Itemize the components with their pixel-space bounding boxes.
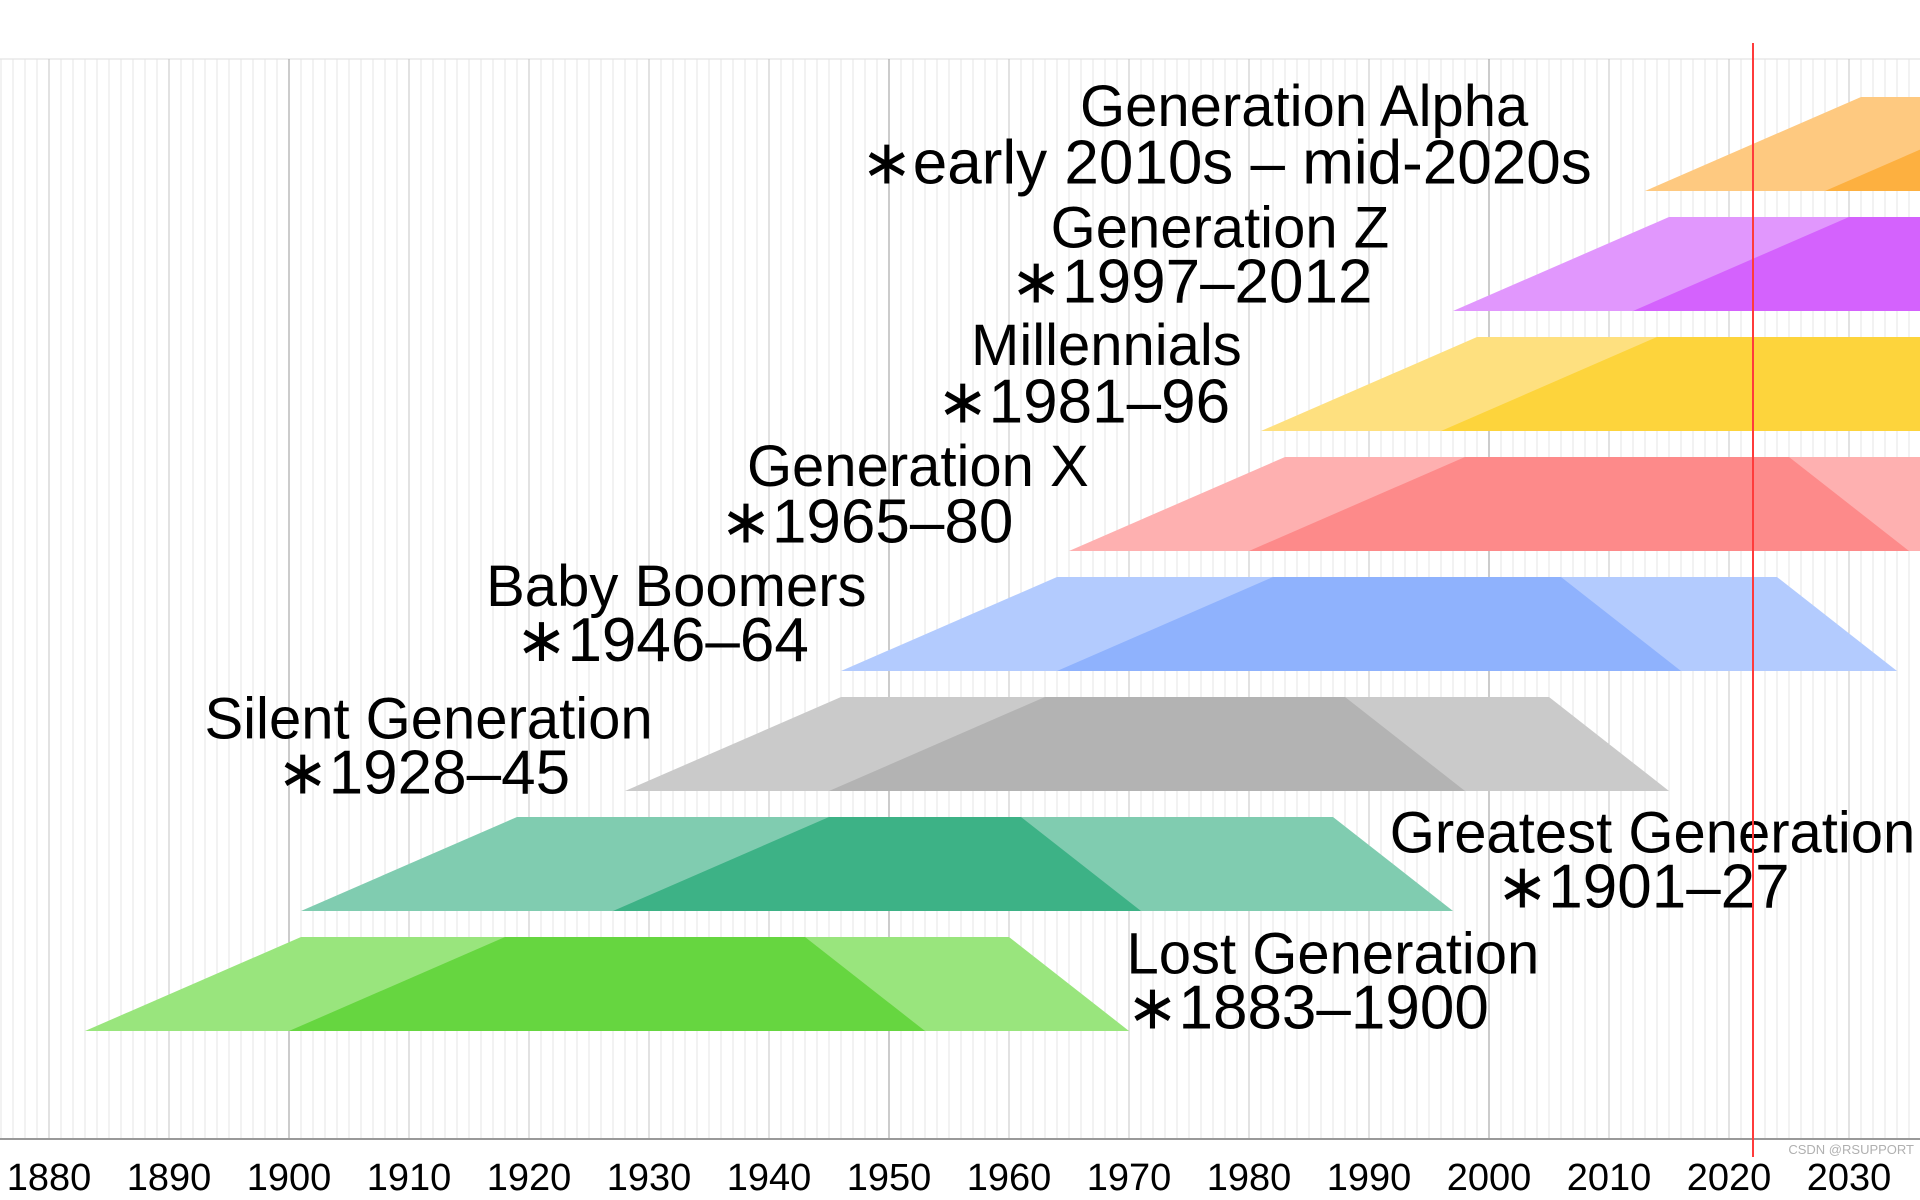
band-core: [1633, 217, 1920, 311]
band-lost-generation: [85, 937, 1129, 1031]
x-tick-label: 1890: [127, 1157, 212, 1199]
generation-name-label: Generation Z: [1051, 195, 1390, 260]
x-axis-ticks: 1880 1890 1900 1910 1920 1930 1940 1950 1960 1970…: [7, 1157, 1892, 1199]
x-tick-label: 1980: [1207, 1157, 1292, 1199]
generation-range-label: ∗1965–80: [720, 487, 1013, 556]
band-outer: [1645, 97, 1920, 191]
band-generation-z: [1453, 217, 1920, 311]
band-core: [1249, 457, 1909, 551]
watermark: CSDN @RSUPPORT: [1788, 1142, 1914, 1157]
x-tick-label: 1960: [967, 1157, 1052, 1199]
x-tick-label: 1900: [247, 1157, 332, 1199]
band-core: [613, 817, 1141, 911]
x-tick-label: 1930: [607, 1157, 692, 1199]
generation-labels: Generation Alpha∗early 2010s – mid-2020s…: [204, 74, 1915, 1042]
generation-bands: [85, 97, 1920, 1031]
generation-name-label: Greatest Generation: [1390, 800, 1916, 865]
generation-name-label: Millennials: [971, 313, 1242, 378]
generation-range-label: ∗1981–96: [937, 367, 1230, 436]
band-core: [1057, 577, 1681, 671]
band-core: [829, 697, 1465, 791]
x-tick-label: 1970: [1087, 1157, 1172, 1199]
generation-range-label: ∗early 2010s – mid-2020s: [861, 129, 1592, 198]
generation-name-label: Baby Boomers: [486, 554, 866, 619]
x-tick-label: 2030: [1807, 1157, 1892, 1199]
band-core: [289, 937, 925, 1031]
generation-name-label: Lost Generation: [1127, 921, 1540, 986]
x-tick-label: 2010: [1567, 1157, 1652, 1199]
band-greatest-generation: [301, 817, 1453, 911]
generation-range-label: ∗1997–2012: [1010, 247, 1372, 316]
band-baby-boomers: [841, 577, 1897, 671]
generation-range-label: ∗1946–64: [516, 606, 809, 675]
generation-name-label: Generation X: [747, 434, 1089, 499]
x-tick-label: 1990: [1327, 1157, 1412, 1199]
band-generation-x: [1069, 457, 1920, 551]
generation-range-label: ∗1883–1900: [1127, 974, 1489, 1043]
x-tick-label: 1880: [7, 1157, 92, 1199]
x-tick-label: 1920: [487, 1157, 572, 1199]
band-core: [1441, 337, 1920, 431]
generation-name-label: Silent Generation: [204, 686, 652, 751]
generation-range-label: ∗1928–45: [277, 738, 570, 807]
band-millennials: [1261, 337, 1920, 431]
generation-name-label: Generation Alpha: [1080, 74, 1529, 139]
band-generation-alpha: [1645, 97, 1920, 191]
x-tick-label: 2000: [1447, 1157, 1532, 1199]
x-tick-label: 1910: [367, 1157, 452, 1199]
band-silent-generation: [625, 697, 1669, 791]
x-tick-label: 1950: [847, 1157, 932, 1199]
generation-range-label: ∗1901–27: [1496, 852, 1789, 921]
x-tick-label: 1940: [727, 1157, 812, 1199]
x-tick-label: 2020: [1687, 1157, 1772, 1199]
